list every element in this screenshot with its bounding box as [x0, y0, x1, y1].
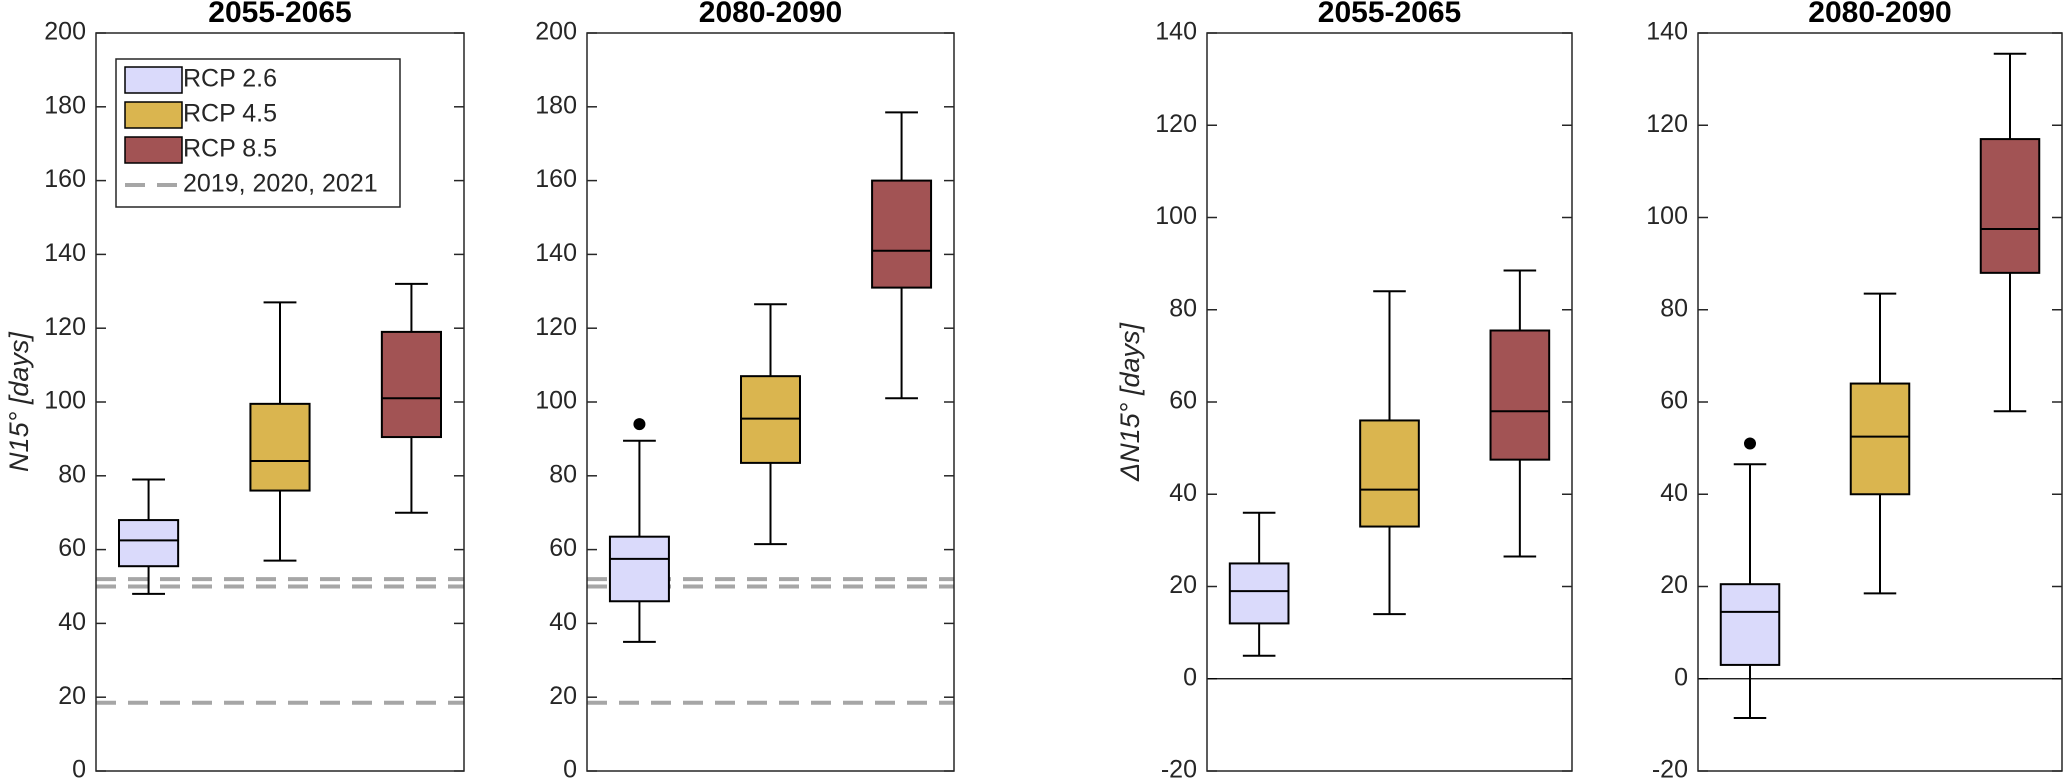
y-tick-label: 60: [549, 534, 577, 562]
box: [1849, 382, 1911, 496]
y-tick-label: 120: [44, 313, 86, 341]
y-tick-label: 40: [549, 608, 577, 636]
y-tick-label: 40: [58, 608, 86, 636]
box: [1228, 562, 1290, 625]
legend-label: RCP 4.5: [183, 100, 277, 128]
legend-label: RCP 8.5: [183, 135, 277, 163]
y-tick-label: 0: [563, 756, 577, 783]
box: [1719, 583, 1781, 666]
y-tick-label: 160: [535, 165, 577, 193]
y-tick-label: -20: [1161, 756, 1197, 783]
y-tick-label: 180: [44, 91, 86, 119]
y-tick-label: -20: [1652, 756, 1688, 783]
y-tick-label: 20: [58, 682, 86, 710]
y-tick-label: 140: [535, 239, 577, 267]
legend-label: 2019, 2020, 2021: [183, 170, 378, 198]
y-tick-label: 40: [1169, 479, 1197, 507]
y-tick-label: 100: [44, 387, 86, 415]
box: [118, 519, 180, 568]
box: [1489, 329, 1551, 461]
y-tick-label: 80: [58, 460, 86, 488]
y-tick-label: 20: [1169, 571, 1197, 599]
panel-title: 2055-2065: [1318, 0, 1461, 29]
y-axis-label: N15° [days]: [4, 331, 34, 472]
y-tick-label: 100: [1646, 202, 1688, 230]
y-tick-label: 80: [549, 460, 577, 488]
panel-title: 2080-2090: [1808, 0, 1951, 29]
outlier: [1744, 437, 1756, 450]
y-tick-label: 120: [1646, 110, 1688, 138]
y-tick-label: 120: [535, 313, 577, 341]
axes-frame: [1206, 32, 1573, 772]
y-tick-label: 80: [1660, 294, 1688, 322]
legend-swatch: [124, 136, 183, 164]
y-tick-label: 140: [1155, 18, 1197, 46]
y-tick-label: 60: [1169, 387, 1197, 415]
y-tick-label: 160: [44, 165, 86, 193]
y-tick-label: 140: [1646, 18, 1688, 46]
y-tick-label: 80: [1169, 294, 1197, 322]
y-tick-label: 60: [1660, 387, 1688, 415]
y-tick-label: 0: [1674, 663, 1688, 691]
y-tick-label: 0: [1183, 663, 1197, 691]
legend-swatch: [124, 66, 183, 94]
box: [249, 402, 311, 492]
y-tick-label: 140: [44, 239, 86, 267]
axes-frame: [1697, 32, 2063, 772]
y-tick-label: 40: [1660, 479, 1688, 507]
y-tick-label: 200: [535, 18, 577, 46]
legend-swatch: [124, 101, 183, 129]
box: [1359, 419, 1420, 528]
panel-title: 2055-2065: [208, 0, 351, 29]
axes-frame: [95, 32, 465, 772]
outlier: [633, 418, 646, 431]
y-tick-label: 0: [72, 756, 86, 783]
y-tick-label: 100: [535, 387, 577, 415]
y-tick-label: 120: [1155, 110, 1197, 138]
box: [380, 330, 443, 439]
box: [871, 179, 933, 289]
y-axis-label: ΔN15° [days]: [1115, 322, 1145, 482]
y-tick-label: 20: [549, 682, 577, 710]
box: [1979, 138, 2041, 274]
y-tick-label: 20: [1660, 571, 1688, 599]
y-tick-label: 180: [535, 91, 577, 119]
legend-label: RCP 2.6: [183, 65, 277, 93]
axes-frame: [586, 32, 955, 772]
y-tick-label: 200: [44, 18, 86, 46]
y-tick-label: 60: [58, 534, 86, 562]
box: [608, 535, 670, 603]
panel-title: 2080-2090: [699, 0, 842, 29]
y-tick-label: 100: [1155, 202, 1197, 230]
